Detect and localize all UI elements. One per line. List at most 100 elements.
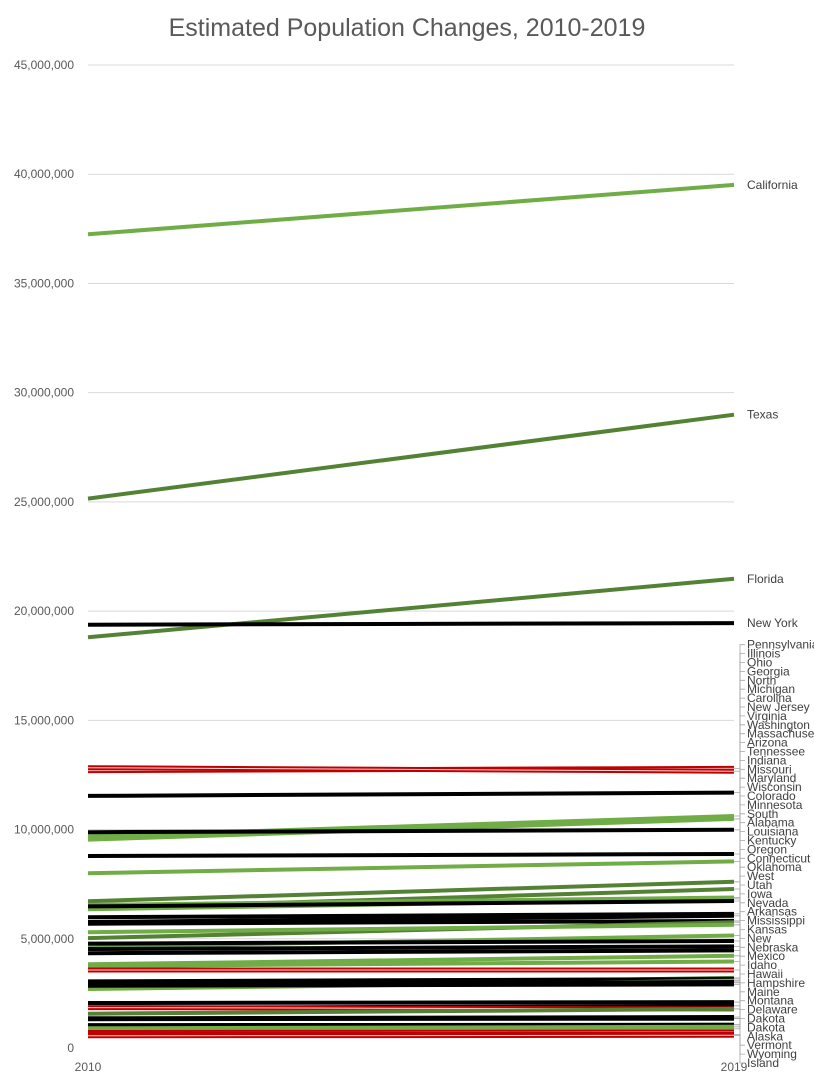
series-end-label: Mexico xyxy=(747,949,785,963)
leader-line xyxy=(734,840,745,951)
chart-title: Estimated Population Changes, 2010-2019 xyxy=(169,14,646,42)
x-tick-label: 2019 xyxy=(721,1060,748,1074)
series-end-label: California xyxy=(747,178,798,192)
leader-line xyxy=(734,662,745,793)
series-end-label: Pennsylvania xyxy=(747,638,814,652)
series-end-label: Wisconsin xyxy=(747,780,802,794)
series-end-label: Alaska xyxy=(747,1029,783,1043)
series-line xyxy=(87,412,735,501)
series-line xyxy=(87,977,735,984)
series-end-label: Massachusetts xyxy=(747,727,814,741)
series-line xyxy=(87,790,735,798)
series-end-label: Idaho xyxy=(747,958,777,972)
series-end-label: Florida xyxy=(747,572,784,586)
series-line xyxy=(87,879,735,904)
series-end-label: Minnesota xyxy=(747,798,803,812)
series-line xyxy=(87,939,735,946)
series-line xyxy=(87,899,735,909)
series-line xyxy=(87,913,735,924)
series-line xyxy=(87,922,735,935)
series-line xyxy=(87,918,735,926)
series-line xyxy=(87,1000,735,1005)
leader-line xyxy=(734,902,745,982)
gridlines xyxy=(88,64,734,940)
y-tick-label: 40,000,000 xyxy=(14,167,74,181)
series-end-label: Texas xyxy=(747,408,778,422)
series-line xyxy=(87,827,735,835)
leader-line xyxy=(734,1024,745,1064)
y-tick-label: 45,000,000 xyxy=(14,58,74,72)
series-end-label: Alabama xyxy=(747,816,795,830)
series-line-highlight xyxy=(87,1034,735,1037)
y-tick-label: 35,000,000 xyxy=(14,276,74,290)
series-end-label: Ohio xyxy=(747,656,773,670)
series-end-label: Tennessee xyxy=(747,745,805,759)
series-line xyxy=(87,911,735,920)
series-end-label: Washington xyxy=(747,718,810,732)
series-end-label: Arizona xyxy=(747,736,788,750)
leader-line xyxy=(734,1000,745,1025)
x-tick-label: 2010 xyxy=(75,1060,102,1074)
series-end-labels: California Texas Florida New York Pennsylvan… xyxy=(747,178,814,1070)
y-tick-label: 20,000,000 xyxy=(14,604,74,618)
series-end-label: Connecticut xyxy=(747,851,811,865)
leader-line xyxy=(734,893,745,980)
series-line xyxy=(87,859,735,876)
leader-line xyxy=(734,991,745,1020)
series-end-label: Delaware xyxy=(747,1003,798,1017)
series-end-label: Hawaii xyxy=(747,967,783,981)
leader-line xyxy=(734,777,745,917)
leader-line xyxy=(734,715,745,862)
leader-line xyxy=(734,671,745,817)
y-tick-label: 10,000,000 xyxy=(14,823,74,837)
x-axis-ticks: 2010 2019 xyxy=(75,1060,748,1074)
series-end-label: Kansas xyxy=(747,923,787,937)
leader-line xyxy=(734,920,745,984)
series-line-highlight xyxy=(87,767,735,772)
leader-line xyxy=(734,760,745,902)
series-line xyxy=(87,576,735,640)
y-tick-label: 5,000,000 xyxy=(21,932,75,946)
series-end-label: Dakota xyxy=(747,1020,785,1034)
leader-line xyxy=(734,929,745,985)
series-line xyxy=(87,982,735,988)
leader-line xyxy=(734,1034,745,1055)
y-tick-label: 25,000,000 xyxy=(14,495,74,509)
series-end-label: Missouri xyxy=(747,762,792,776)
label-leader-lines xyxy=(734,644,745,1064)
series-line xyxy=(87,953,735,967)
series-end-label: Vermont xyxy=(747,1038,792,1052)
y-tick-label: 30,000,000 xyxy=(14,386,74,400)
y-tick-label: 0 xyxy=(67,1041,74,1055)
series-end-label: Utah xyxy=(747,878,772,892)
series-end-label: Nebraska xyxy=(747,940,799,954)
y-axis-ticks: 0 5,000,000 10,000,000 15,000,000 20,000,000… xyxy=(14,58,74,1055)
series-end-label: Carolina xyxy=(747,691,792,705)
series-end-label: Maine xyxy=(747,985,780,999)
series-end-label: Island xyxy=(747,1056,779,1070)
series-end-label: Michigan xyxy=(747,682,795,696)
leader-line xyxy=(734,644,745,769)
series-end-label: Dakota xyxy=(747,1012,785,1026)
leader-line xyxy=(734,795,745,923)
series-end-label: Mississippi xyxy=(747,914,805,928)
series-end-label: Georgia xyxy=(747,664,790,678)
series-end-label: Montana xyxy=(747,994,794,1008)
leader-line xyxy=(734,1018,745,1030)
y-tick-label: 15,000,000 xyxy=(14,713,74,727)
series-end-label: Wyoming xyxy=(747,1047,797,1061)
leader-line xyxy=(734,813,745,936)
series-end-label: Hampshire xyxy=(747,976,805,990)
series-line xyxy=(87,182,735,237)
series-end-label: Arkansas xyxy=(747,905,797,919)
series-end-label: West xyxy=(747,869,775,883)
series-line xyxy=(87,852,735,858)
series-line xyxy=(87,1006,735,1016)
series-end-label: Iowa xyxy=(747,887,773,901)
leader-line xyxy=(734,751,745,900)
series-lines xyxy=(87,182,735,1039)
leader-line xyxy=(734,679,745,820)
series-end-label: Oklahoma xyxy=(747,860,802,874)
series-end-label: New York xyxy=(747,616,799,630)
